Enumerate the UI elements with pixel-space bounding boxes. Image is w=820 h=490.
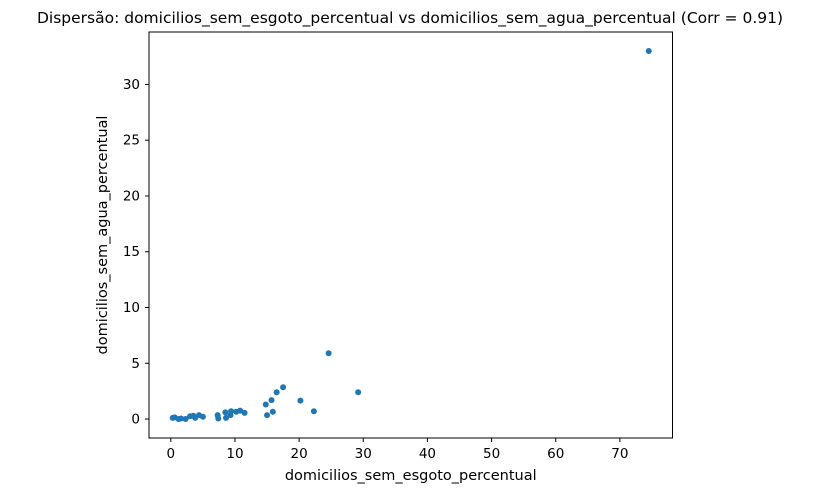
data-point bbox=[264, 412, 271, 419]
data-points bbox=[169, 47, 652, 423]
data-point bbox=[297, 397, 304, 404]
data-point bbox=[222, 414, 229, 421]
y-tick-label: 10 bbox=[123, 300, 140, 316]
data-point bbox=[178, 415, 185, 422]
data-point bbox=[222, 409, 229, 416]
x-axis-label: domicilios_sem_esgoto_percentual bbox=[285, 468, 537, 484]
x-tick-label: 30 bbox=[355, 446, 372, 462]
data-point bbox=[310, 408, 317, 415]
x-tick-label: 70 bbox=[611, 446, 628, 462]
data-point bbox=[182, 416, 189, 423]
data-point bbox=[199, 413, 206, 420]
data-point bbox=[241, 409, 248, 416]
y-tick-label: 30 bbox=[123, 77, 140, 93]
data-point bbox=[269, 408, 276, 415]
axis-ticks: 0 10 20 30 40 50 60 70 0 5 10 15 20 25 30 bbox=[123, 77, 629, 462]
data-point bbox=[280, 384, 287, 391]
x-tick-label: 10 bbox=[226, 446, 243, 462]
data-point bbox=[215, 415, 222, 422]
x-tick-label: 50 bbox=[483, 446, 500, 462]
data-point bbox=[273, 389, 280, 396]
data-point bbox=[355, 389, 362, 396]
x-tick-label: 20 bbox=[291, 446, 308, 462]
x-tick-label: 40 bbox=[419, 446, 436, 462]
data-point bbox=[237, 407, 244, 414]
y-axis-label: domicilios_sem_agua_percentual bbox=[95, 116, 111, 355]
data-point bbox=[228, 408, 235, 415]
x-tick-label: 0 bbox=[167, 446, 176, 462]
plot-area bbox=[148, 31, 673, 439]
data-point bbox=[268, 397, 275, 404]
data-point bbox=[645, 47, 652, 54]
y-tick-label: 15 bbox=[123, 244, 140, 260]
y-tick-label: 5 bbox=[131, 356, 140, 372]
y-tick-label: 0 bbox=[131, 412, 140, 428]
x-tick-label: 60 bbox=[547, 446, 564, 462]
y-tick-label: 25 bbox=[123, 133, 140, 149]
y-tick-label: 20 bbox=[123, 188, 140, 204]
data-point bbox=[325, 350, 332, 357]
data-point bbox=[262, 401, 269, 408]
chart-title: Dispersão: domicilios_sem_esgoto_percent… bbox=[36, 9, 784, 27]
